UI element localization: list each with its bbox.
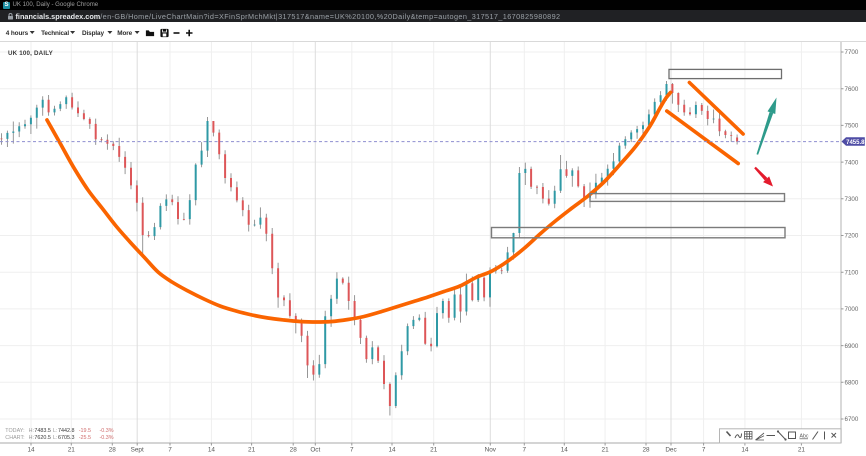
svg-text:14: 14 <box>561 447 569 454</box>
svg-text:7: 7 <box>350 447 354 454</box>
svg-text:21: 21 <box>68 447 76 454</box>
svg-text:UK 100, DAILY: UK 100, DAILY <box>8 50 54 57</box>
svg-text:28: 28 <box>642 447 650 454</box>
svg-text:Oct: Oct <box>310 447 320 454</box>
svg-text:Abc: Abc <box>800 433 809 439</box>
svg-text:7500: 7500 <box>845 123 859 130</box>
svg-text:7100: 7100 <box>845 269 859 276</box>
svg-text:7600: 7600 <box>845 86 859 93</box>
svg-text:4 hours: 4 hours <box>6 30 29 37</box>
svg-text:14: 14 <box>27 447 35 454</box>
svg-text:14: 14 <box>741 447 749 454</box>
svg-text:Display: Display <box>82 30 104 37</box>
svg-text:14: 14 <box>208 447 216 454</box>
svg-text:7: 7 <box>702 447 706 454</box>
svg-text:More: More <box>117 30 132 37</box>
svg-text:28: 28 <box>290 447 298 454</box>
svg-text:7: 7 <box>168 447 172 454</box>
svg-text:21: 21 <box>248 447 256 454</box>
svg-text:7700: 7700 <box>845 49 859 56</box>
svg-text:Dec: Dec <box>665 447 677 454</box>
svg-text:28: 28 <box>109 447 117 454</box>
svg-text:6700: 6700 <box>845 416 859 423</box>
svg-text:Sept: Sept <box>131 447 144 454</box>
svg-text:TODAY:H:7483.5L:7442.8-19.5-0.: TODAY: H:7483.5 L:7442.8 -19.5 -0.3% <box>5 428 113 434</box>
svg-text:6900: 6900 <box>845 343 859 350</box>
svg-text:7: 7 <box>523 447 527 454</box>
svg-text:CHART:H:7620.5L:6705.3-25.5-0.: CHART: H:7620.5 L:6705.3 -25.5 -0.3% <box>5 435 113 441</box>
svg-text:7300: 7300 <box>845 196 859 203</box>
svg-text:21: 21 <box>602 447 610 454</box>
svg-text:7200: 7200 <box>845 233 859 240</box>
svg-text:14: 14 <box>388 447 396 454</box>
svg-text:21: 21 <box>430 447 438 454</box>
svg-text:6800: 6800 <box>845 380 859 387</box>
svg-text:7455.8: 7455.8 <box>846 140 865 146</box>
svg-text:Technical: Technical <box>41 30 69 37</box>
svg-text:7000: 7000 <box>845 306 859 313</box>
svg-text:7400: 7400 <box>845 159 859 166</box>
svg-text:Nov: Nov <box>485 447 497 454</box>
svg-text:21: 21 <box>798 447 806 454</box>
